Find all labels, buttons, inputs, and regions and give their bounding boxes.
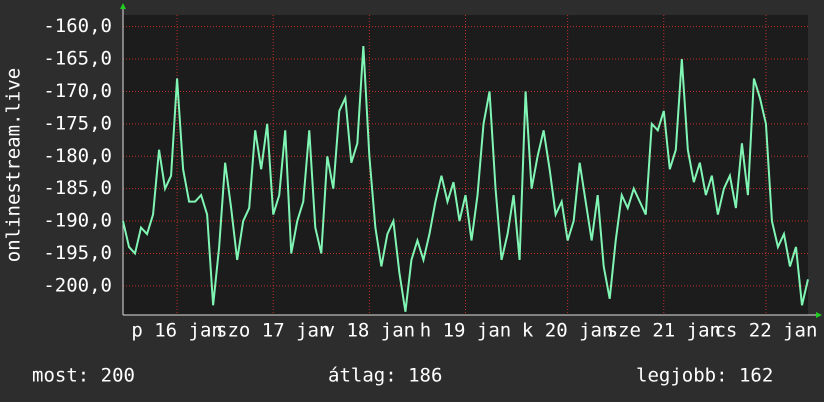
y-tick-label: -160,0 [43,15,112,37]
y-tick-label: -165,0 [43,48,112,70]
x-tick-label: p 16 jan [131,320,223,342]
footer-current: most: 200 [32,365,135,387]
x-tick-label: k 20 jan [522,320,614,342]
y-tick-label: -200,0 [43,274,112,296]
y-tick-label: -180,0 [43,145,112,167]
x-tick-label: sze 21 jan [607,320,721,342]
y-tick-label: -185,0 [43,177,112,199]
x-axis-arrow [816,312,822,318]
x-tick-label: szo 17 jan [216,320,330,342]
x-tick-label: h 19 jan [420,320,512,342]
footer-best: legjobb: 162 [636,365,773,387]
data-line [122,46,809,312]
x-tick-label: v 18 jan [324,320,416,342]
y-axis-label: onlinestream.live [3,68,25,262]
x-tick-label: cs 22 jan [714,320,817,342]
y-tick-label: -190,0 [43,210,112,232]
y-tick-label: -195,0 [43,242,112,264]
y-axis-arrow [120,3,126,9]
footer-average: átlag: 186 [328,365,442,387]
y-tick-label: -170,0 [43,80,112,102]
y-tick-label: -175,0 [43,112,112,134]
